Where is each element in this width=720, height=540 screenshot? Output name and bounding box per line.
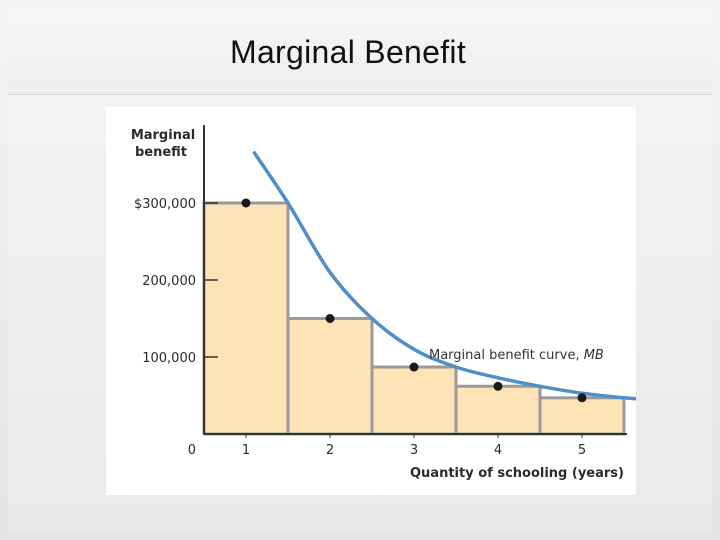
- bar-2: [286, 317, 374, 436]
- bar-4: [454, 384, 542, 436]
- chart-panel: 0 100,000 200,000 $300,000 1 2 3 4 5 Marginal b…: [106, 107, 668, 495]
- x-tick-label-2: 2: [326, 443, 334, 458]
- y-tick-label-200000: 200,000: [142, 274, 196, 289]
- curve-label-text: Marginal benefit curve,: [429, 348, 584, 363]
- y-ticks-group: 0 100,000 200,000 $300,000: [134, 197, 218, 458]
- curve-layer: [252, 151, 668, 403]
- bar-5: [538, 396, 626, 436]
- bars-group: [202, 201, 626, 436]
- curve-label-italic: MB: [584, 348, 604, 363]
- x-ticks-group: 1 2 3 4 5: [242, 434, 586, 458]
- data-point-3: [409, 362, 419, 372]
- y-axis-label-line-2: benefit: [135, 145, 187, 160]
- y-tick-label-300000: $300,000: [134, 197, 196, 212]
- x-tick-label-1: 1: [242, 443, 250, 458]
- slide-title: Marginal Benefit: [230, 34, 467, 70]
- data-point-2: [325, 314, 335, 323]
- data-point-1: [241, 198, 251, 208]
- y-axis-label-line-1: Marginal: [131, 128, 195, 143]
- title-band: [8, 8, 712, 95]
- marginal-benefit-chart: 0 100,000 200,000 $300,000 1 2 3 4 5 Marginal b…: [131, 125, 668, 481]
- y-tick-label-0: 0: [188, 443, 196, 458]
- y-tick-label-100000: 100,000: [142, 351, 196, 366]
- dots-group: [241, 198, 587, 403]
- bar-3: [370, 365, 458, 436]
- data-point-5: [577, 393, 587, 403]
- x-tick-label-4: 4: [494, 443, 502, 458]
- x-tick-label-3: 3: [410, 443, 418, 458]
- x-axis-label: Quantity of schooling (years): [410, 466, 624, 481]
- mb-curve: [252, 151, 668, 403]
- x-tick-label-5: 5: [578, 443, 586, 458]
- bar-1: [202, 201, 290, 436]
- data-point-4: [493, 381, 503, 391]
- curve-label: Marginal benefit curve, MB: [429, 348, 604, 363]
